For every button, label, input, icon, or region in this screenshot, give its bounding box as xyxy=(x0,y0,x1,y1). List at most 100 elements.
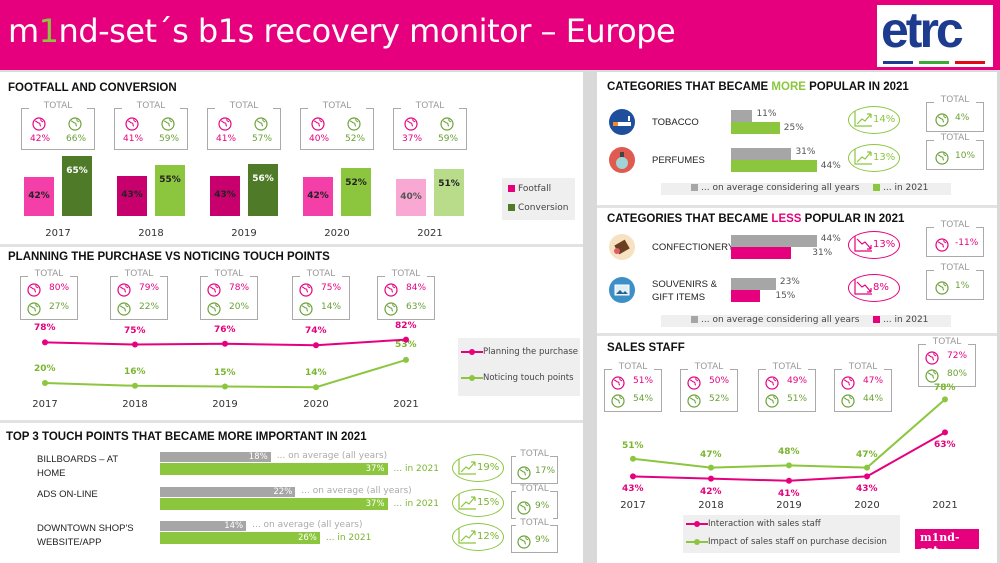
bar-label: 44% xyxy=(820,161,841,171)
legend-label: Footfall xyxy=(518,184,552,194)
bar-label: 31% xyxy=(812,248,833,258)
bar-label: 42% xyxy=(307,190,329,201)
total-box: TOTAL 50% 52% xyxy=(680,362,738,412)
year-label: 2021 xyxy=(932,500,958,511)
bar-label: 44% xyxy=(820,234,841,244)
section-title: PLANNING THE PURCHASE VS NOTICING TOUCH … xyxy=(8,251,330,263)
y2021-bar xyxy=(731,122,780,134)
bar-label: 40% xyxy=(400,191,422,202)
total-planning: 78% xyxy=(229,283,250,293)
y2021-note: ... in 2021 xyxy=(325,533,372,543)
conversion-bar: 55% xyxy=(155,165,185,216)
sales-legend: Interaction with sales staff Impact of sa… xyxy=(683,515,900,553)
data-label: 47% xyxy=(856,449,878,460)
total-box: TOTAL 49% 51% xyxy=(758,362,816,412)
footfall-bar: 43% xyxy=(210,176,240,216)
trend-down-icon xyxy=(853,235,873,257)
year-label: 2018 xyxy=(698,500,724,511)
total-box: TOTAL 79% 22% xyxy=(110,269,168,320)
bar-label: 22% xyxy=(273,487,293,497)
trend-up-icon xyxy=(457,493,477,515)
data-label: 76% xyxy=(214,324,236,335)
touchpoint-label: HOME xyxy=(37,468,66,479)
trend-up-icon xyxy=(457,527,477,549)
total-interaction: 51% xyxy=(633,376,654,386)
total-value: 9% xyxy=(535,535,550,545)
globe-icon xyxy=(687,393,701,412)
data-label: 74% xyxy=(305,326,327,337)
conversion-bar: 52% xyxy=(341,168,371,216)
total-box: TOTAL 42% 66% xyxy=(21,101,95,150)
chocolate-icon xyxy=(608,233,636,265)
change-value: 12% xyxy=(477,531,500,542)
year-label: 2021 xyxy=(417,228,443,239)
total-box: TOTAL 1% xyxy=(926,263,984,300)
globe-icon xyxy=(299,301,313,320)
y2021-bar xyxy=(731,247,792,259)
section-divider xyxy=(0,244,583,247)
total-value: 1% xyxy=(955,281,970,291)
data-label: 43% xyxy=(856,484,878,495)
category-legend: ... on average considering all years ... … xyxy=(661,183,951,195)
total-label: TOTAL xyxy=(301,101,373,111)
globe-icon xyxy=(611,375,625,394)
globe-icon xyxy=(841,393,855,412)
trend-down-icon xyxy=(853,278,873,300)
total-box: TOTAL 78% 20% xyxy=(200,269,258,320)
globe-icon xyxy=(384,301,398,320)
title-part: POPULAR IN 2021 xyxy=(801,213,905,225)
bar-label: 18% xyxy=(248,452,268,462)
total-label: TOTAL xyxy=(759,362,815,372)
trend-up-icon xyxy=(853,148,873,170)
globe-icon xyxy=(935,237,949,256)
data-label: 82% xyxy=(395,320,417,331)
mind-set-logo: m1nd-set xyxy=(915,529,979,557)
total-planning: 79% xyxy=(139,283,160,293)
avg-note: ... on average (all years) xyxy=(276,451,388,461)
globe-icon xyxy=(311,116,325,135)
data-label: 41% xyxy=(778,488,800,499)
change-value: 15% xyxy=(477,497,500,508)
total-conversion: 66% xyxy=(66,134,87,144)
category-label: CONFECTIONERY xyxy=(652,242,735,253)
total-label: TOTAL xyxy=(115,101,187,111)
globe-icon xyxy=(687,375,701,394)
title-part: 1 xyxy=(38,12,59,50)
total-planning: 84% xyxy=(406,283,427,293)
total-box: TOTAL 40% 52% xyxy=(300,101,374,150)
globe-icon xyxy=(27,282,41,301)
change-value: 13% xyxy=(873,239,896,250)
avg-bar: 18% xyxy=(160,452,271,462)
total-footfall: 41% xyxy=(123,134,144,144)
year-label: 2019 xyxy=(776,500,802,511)
data-label: 47% xyxy=(700,449,722,460)
bar-label: 51% xyxy=(438,179,460,190)
legend-label: Conversion xyxy=(518,203,569,213)
etrc-logo: etrc xyxy=(877,2,993,67)
total-planning: 75% xyxy=(321,283,342,293)
category-label: GIFT ITEMS xyxy=(652,292,706,303)
conversion-bar: 65% xyxy=(62,156,92,216)
total-interaction: 47% xyxy=(863,376,884,386)
planning-legend: Planning the purchase Noticing touch poin… xyxy=(458,338,580,396)
avg-bar xyxy=(731,235,817,247)
touchpoint-label: BILLBOARDS – AT xyxy=(37,454,119,465)
avg-note: ... on average (all years) xyxy=(301,486,412,496)
total-noticing: 14% xyxy=(321,302,342,312)
total-box: TOTAL -11% xyxy=(926,220,984,257)
header-banner xyxy=(0,0,1000,70)
avg-bar: 22% xyxy=(160,487,296,497)
total-label: TOTAL xyxy=(21,269,77,279)
footfall-legend: Footfall Conversion xyxy=(502,178,575,220)
total-conversion: 59% xyxy=(438,134,459,144)
bar-label: 15% xyxy=(775,291,796,301)
total-value: 17% xyxy=(535,466,556,476)
globe-icon xyxy=(440,116,454,135)
legend-item: ... on average considering all years xyxy=(691,315,859,325)
globe-icon xyxy=(32,116,46,135)
title-part: CATEGORIES THAT BECAME xyxy=(607,81,772,93)
trend-up-icon xyxy=(457,458,477,480)
globe-icon xyxy=(841,375,855,394)
change-oval: 13% xyxy=(848,144,900,172)
total-box: TOTAL 47% 44% xyxy=(834,362,892,412)
